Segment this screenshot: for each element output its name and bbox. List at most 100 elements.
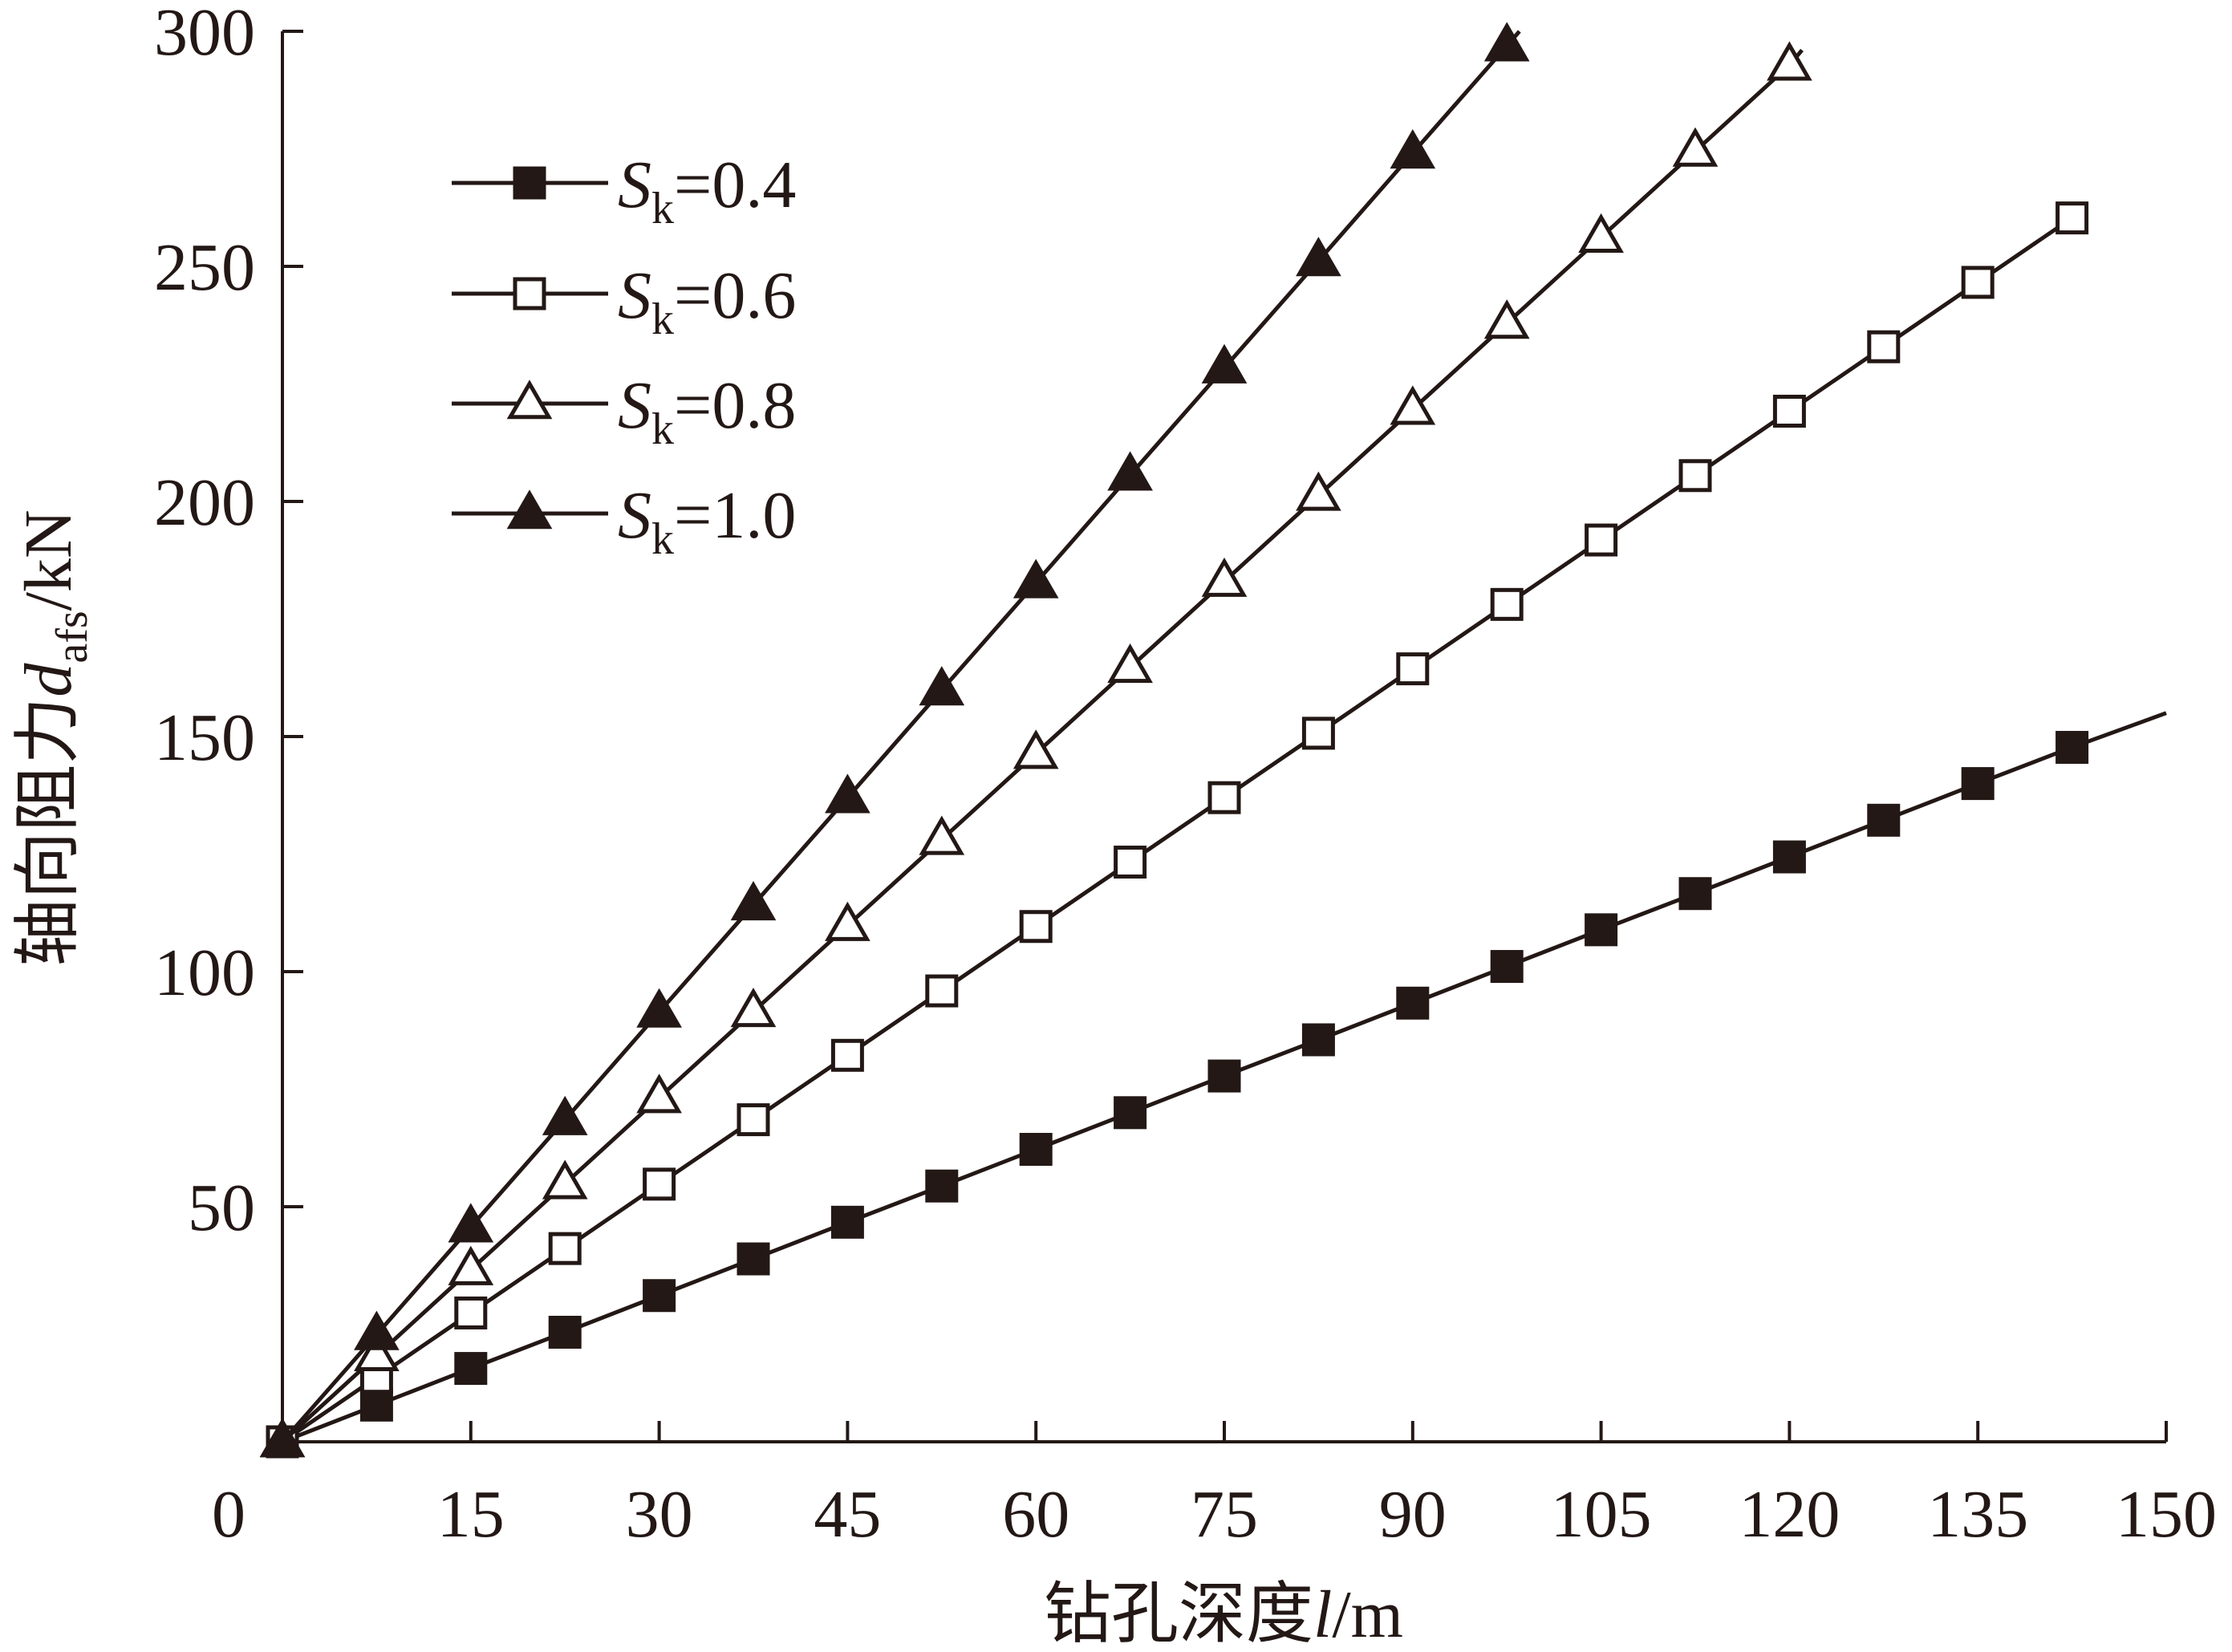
data-point [454, 1352, 488, 1386]
data-point [1296, 237, 1341, 277]
data-point [1301, 716, 1335, 750]
data-point [1585, 523, 1618, 557]
x-tick-label: 120 [1739, 1477, 1840, 1552]
y-axis-title: 轴向阻力dafs/kN [11, 509, 97, 966]
legend-marker [506, 489, 553, 530]
data-point [1867, 330, 1901, 363]
y-tick-label: 300 [154, 0, 255, 70]
data-point [1772, 394, 1806, 428]
legend-marker [513, 166, 546, 200]
y-tick-label: 150 [154, 700, 255, 775]
data-point [359, 1388, 393, 1422]
data-point [1207, 781, 1241, 814]
data-point [643, 1167, 676, 1201]
data-point [1114, 1096, 1147, 1130]
legend-item: Sk=0.4 [452, 148, 796, 233]
data-point [919, 666, 965, 706]
data-point [919, 815, 965, 855]
data-point [548, 1315, 582, 1349]
data-point [1396, 986, 1430, 1020]
data-point [542, 1159, 588, 1199]
data-point [1672, 127, 1719, 167]
data-point [2055, 201, 2089, 235]
data-point [1107, 451, 1153, 491]
data-point [2055, 730, 2089, 764]
data-point [448, 1203, 494, 1243]
series-3 [259, 41, 1812, 1458]
data-point [1019, 910, 1053, 944]
data-point [1207, 1059, 1241, 1093]
data-point [1490, 587, 1524, 621]
data-point [1114, 845, 1147, 879]
legend-item: Sk=0.6 [452, 258, 796, 344]
data-point [636, 1074, 682, 1114]
x-tick-label: 60 [1002, 1477, 1069, 1552]
data-point [1019, 1133, 1053, 1167]
data-point [730, 880, 777, 921]
x-tick-label: 90 [1379, 1477, 1447, 1552]
series-1 [266, 711, 2167, 1459]
data-point [1390, 385, 1436, 425]
data-point [448, 1245, 494, 1285]
legend-label: Sk=1.0 [618, 478, 796, 564]
x-tick-label: 75 [1191, 1477, 1258, 1552]
x-tick-label: 45 [814, 1477, 881, 1552]
data-point [1296, 471, 1341, 511]
data-point [1107, 643, 1153, 684]
x-tick-label: 0 [212, 1477, 246, 1552]
data-point [1767, 41, 1812, 81]
data-point [1201, 557, 1248, 597]
data-point [830, 1038, 864, 1072]
x-tick-label: 30 [626, 1477, 693, 1552]
data-point [1483, 22, 1530, 62]
legend-item: Sk=1.0 [452, 478, 796, 564]
x-tick-label: 15 [437, 1477, 505, 1552]
data-point [354, 1310, 400, 1350]
data-point [643, 1279, 676, 1313]
data-point [1013, 558, 1059, 599]
y-tick-label: 100 [154, 936, 255, 1010]
data-point [1678, 459, 1712, 493]
data-point [737, 1242, 770, 1276]
data-point [454, 1296, 488, 1329]
data-point [925, 1169, 959, 1203]
y-tick-label: 250 [154, 230, 255, 305]
series-2 [266, 201, 2089, 1459]
data-point [737, 1103, 770, 1137]
data-point [259, 1418, 306, 1458]
data-point [1961, 266, 1995, 299]
data-point [548, 1232, 582, 1265]
data-point [825, 901, 870, 941]
data-point [1490, 950, 1524, 984]
y-tick-label: 200 [154, 465, 255, 540]
data-point [1396, 652, 1430, 686]
series-4 [259, 22, 1530, 1458]
legend-label: Sk=0.4 [618, 148, 796, 233]
y-tick-label: 50 [188, 1171, 255, 1245]
ticks: 0 15 30 45 60 75 90 105 120 135 150 50 100 150 200 250 3… [154, 0, 2217, 1552]
data-point [1772, 840, 1806, 874]
data-point [1578, 213, 1624, 253]
series-group [259, 22, 2167, 1459]
data-point [1483, 299, 1530, 339]
data-point [1390, 128, 1436, 169]
data-point [1201, 343, 1248, 384]
data-point [730, 988, 777, 1028]
data-point [925, 974, 959, 1008]
data-point [1867, 803, 1901, 837]
x-axis-title: 钻孔深度l/m [1044, 1577, 1403, 1652]
data-point [354, 1331, 400, 1372]
legend: Sk=0.4 Sk=0.6 Sk=0.8 Sk=1.0 [452, 148, 796, 564]
data-point [1585, 913, 1618, 947]
legend-marker [506, 380, 553, 420]
data-point [542, 1095, 588, 1135]
data-point [1961, 767, 1995, 801]
legend-label: Sk=0.8 [618, 368, 796, 454]
data-point [1013, 729, 1059, 769]
data-point [1678, 877, 1712, 911]
axes [281, 31, 2166, 1443]
legend-marker [513, 277, 546, 311]
x-tick-label: 105 [1551, 1477, 1652, 1552]
data-point [825, 773, 870, 814]
